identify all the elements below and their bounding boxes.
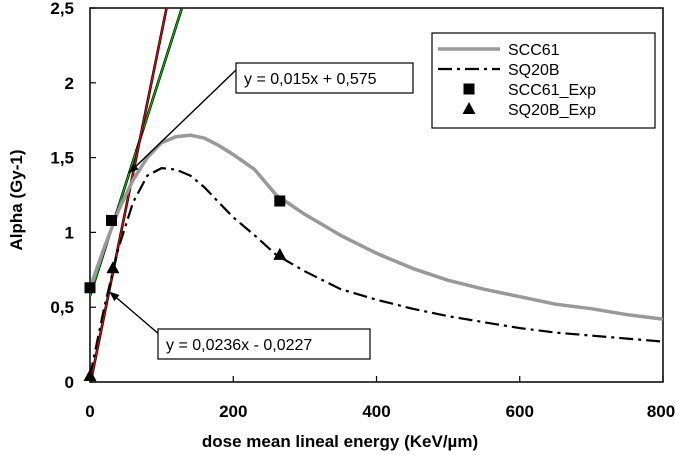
series-scc61_exp-point (105, 214, 117, 226)
y-axis-title: Alpha (Gy-1) (7, 149, 26, 250)
annotation-arrow-1 (128, 69, 237, 174)
series-sq20b_exp-point (83, 369, 97, 382)
series-scc61-line (90, 133, 663, 321)
legend-label-scc61_exp: SCC61_Exp (508, 82, 596, 99)
x-axis-title: dose mean lineal energy (KeV/µm) (202, 432, 478, 451)
legend-label-scc61: SCC61 (508, 42, 560, 59)
series-sq20b-line (90, 167, 663, 377)
y-tick-label: 1 (65, 223, 74, 242)
x-tick-label: 0 (85, 402, 94, 421)
y-tick-label: 0,5 (50, 298, 74, 317)
fit-line-2 (90, 8, 168, 382)
y-tick-label: 2 (65, 74, 74, 93)
annotation-layer: y = 0,015x + 0,575 y = 0,0236x - 0,0227 (109, 62, 414, 360)
legend: SCC61 SQ20B SCC61_Exp SQ20B_Exp (431, 32, 656, 129)
series-scc61_exp-point (274, 195, 286, 207)
x-tick-label: 200 (219, 402, 247, 421)
annotation-text-1: y = 0,015x + 0,575 (244, 71, 377, 88)
legend-sample-sq20b_exp (462, 102, 476, 114)
annotation-box-1 (235, 62, 414, 94)
axes-layer: 0 200 400 600 800 0 0,5 1 1,5 2 2,5 (50, 0, 675, 421)
y-tick-label: 2,5 (50, 0, 74, 18)
y-tick-label: 0 (65, 373, 74, 392)
legend-sample-scc61_exp (463, 83, 475, 95)
series-sq20b_exp-point (273, 247, 287, 260)
series-layer (83, 8, 663, 382)
legend-label-sq20b_exp: SQ20B_Exp (508, 102, 596, 119)
series-sq20b_exp-point (106, 261, 120, 274)
series-scc61_exp-point (84, 282, 96, 294)
x-tick-label: 800 (647, 402, 675, 421)
x-tick-label: 400 (362, 402, 390, 421)
annotation-text-2: y = 0,0236x - 0,0227 (166, 337, 312, 354)
markers (83, 195, 287, 382)
model-curves (90, 133, 663, 377)
x-tick-label: 600 (506, 402, 534, 421)
legend-label-sq20b: SQ20B (508, 62, 560, 79)
annotation-arrow-2 (109, 291, 161, 336)
annotation-box-2 (157, 328, 371, 360)
y-tick-label: 1,5 (50, 149, 74, 168)
